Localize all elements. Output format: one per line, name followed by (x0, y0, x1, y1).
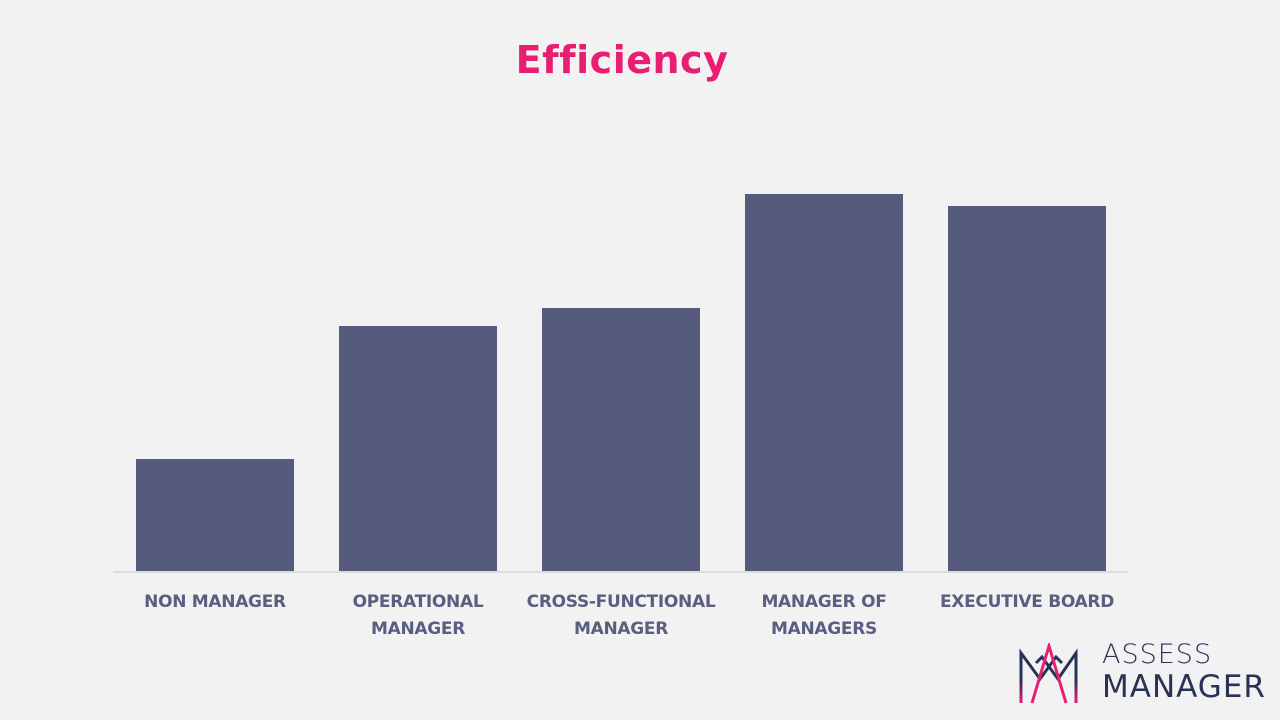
category-label-line: MANAGER (573, 619, 668, 639)
category-label: EXECUTIVE BOARD (917, 589, 1137, 616)
category-label-line: CROSS-FUNCTIONAL (526, 592, 716, 612)
bar-cross-functional-manager (542, 308, 700, 571)
logo-line2: MANAGER (1102, 669, 1266, 705)
bar-manager-of-managers (745, 194, 903, 571)
category-label: OPERATIONAL MANAGER (308, 589, 528, 643)
category-label-line: NON MANAGER (144, 592, 286, 612)
category-label: NON MANAGER (105, 589, 325, 616)
logo-line1: ASSESS (1102, 639, 1213, 670)
category-label-line: MANAGER (370, 619, 465, 639)
bar-operational-manager (339, 326, 497, 571)
assess-manager-logo-icon (1019, 643, 1078, 704)
category-label: CROSS-FUNCTIONAL MANAGER (511, 589, 731, 643)
x-axis-line (113, 571, 1128, 573)
logo-wordmark: ASSESS MANAGER (1102, 639, 1266, 705)
category-label-line: EXECUTIVE BOARD (939, 592, 1115, 612)
category-label: MANAGER OF MANAGERS (714, 589, 934, 643)
category-label-line: OPERATIONAL (352, 592, 484, 612)
chart-title: Efficiency (515, 38, 729, 82)
category-label-line: MANAGER OF (761, 592, 887, 612)
category-label-line: MANAGERS (771, 619, 877, 639)
bar-executive-board (948, 206, 1106, 571)
bar-non-manager (136, 459, 294, 571)
